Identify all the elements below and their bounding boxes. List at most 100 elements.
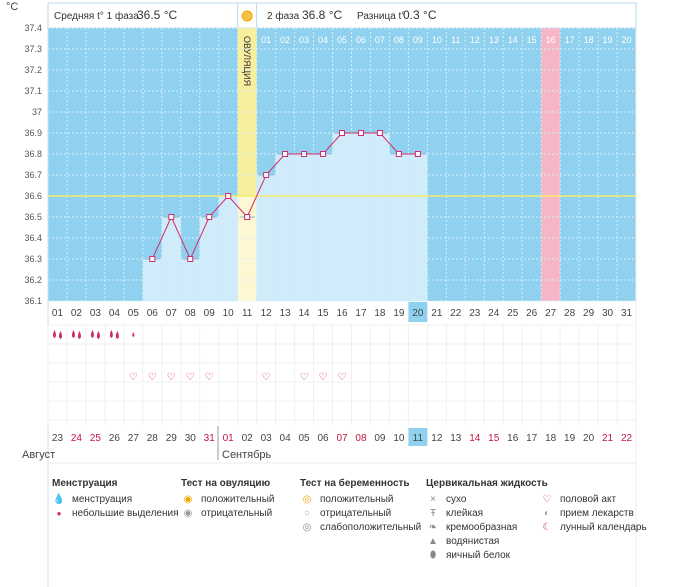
- heart-icon: ♡: [338, 372, 347, 383]
- temperature-point: [263, 172, 270, 178]
- legend-item: яичный белок: [446, 549, 511, 561]
- phase2-day-label: 06: [356, 35, 366, 45]
- temp-bar: [313, 154, 333, 301]
- temperature-point: [206, 214, 213, 220]
- temperature-point: [339, 130, 345, 136]
- sun-icon: [241, 10, 253, 22]
- legend-item: половой акт: [560, 493, 617, 505]
- y-tick-label: 37.4: [24, 23, 42, 33]
- temp-bar: [161, 217, 181, 301]
- calendar-date-label: 22: [621, 433, 633, 444]
- cycle-day-label: 19: [393, 308, 405, 319]
- heart-icon: ♡: [186, 372, 195, 383]
- temp-bar: [351, 133, 371, 301]
- spotting-icon: [132, 332, 135, 337]
- phase2-day-label: 15: [527, 35, 537, 45]
- temp-bar: [370, 133, 390, 301]
- cycle-day-label: 05: [128, 308, 140, 319]
- cycle-day-label: 24: [488, 308, 500, 319]
- calendar-date-label: 31: [204, 433, 216, 444]
- heart-icon: ♡: [319, 372, 328, 383]
- calendar-date-label: 15: [488, 433, 500, 444]
- test-negative-icon: ○: [303, 507, 311, 519]
- heart-icon: ♡: [129, 372, 138, 383]
- cycle-day-label: 17: [355, 308, 367, 319]
- phase1-label: Средняя t° 1 фаза: [54, 10, 139, 22]
- heart-icon: ♡: [205, 372, 214, 383]
- y-tick-label: 36.3: [24, 254, 42, 264]
- calendar-date-label: 23: [52, 433, 64, 444]
- legend-item: кремообразная: [446, 521, 518, 533]
- calendar-date-label: 08: [355, 433, 367, 444]
- calendar-date-label: 05: [299, 433, 311, 444]
- header-box: [47, 2, 637, 29]
- temperature-point: [395, 151, 402, 157]
- cycle-day-label: 22: [450, 308, 462, 319]
- calendar-date-label: 06: [317, 433, 329, 444]
- cycle-day-label: 09: [204, 308, 216, 319]
- ovulation-column-lower: [237, 196, 257, 301]
- legend-item: отрицательный: [201, 507, 273, 519]
- calendar-date-label: 21: [602, 433, 614, 444]
- heart-icon: ♡: [167, 372, 176, 383]
- temp-bar: [142, 259, 162, 301]
- phase2-day-label: 07: [375, 35, 385, 45]
- calendar-date-label: 04: [280, 433, 292, 444]
- calendar-date-label: 13: [450, 433, 462, 444]
- y-tick-label: 36.2: [24, 275, 42, 285]
- y-tick-label: 37.1: [24, 86, 42, 96]
- legend-pregnancy-test: Тест на беременность ◎ положительный ○ отр…: [300, 478, 421, 534]
- legend-item: сухо: [446, 493, 467, 505]
- calendar-date-label: 28: [147, 433, 159, 444]
- temp-bar: [180, 259, 200, 301]
- phase2-day-label: 14: [508, 35, 518, 45]
- cycle-day-label: 01: [52, 308, 64, 319]
- menstruation-icon: [71, 330, 81, 339]
- legend-item: положительный: [320, 493, 394, 505]
- calendar-date-label: 26: [109, 433, 121, 444]
- temperature-point: [225, 193, 232, 199]
- y-tick-label: 36.5: [24, 212, 42, 222]
- unit-label: °C: [6, 1, 18, 13]
- phase2-day-label: 09: [413, 35, 423, 45]
- calendar-date-label: 20: [583, 433, 595, 444]
- cycle-day-label: 03: [90, 308, 102, 319]
- current-date-cell: [408, 428, 428, 446]
- legend-ovulation-test: Тест на овуляцию ◉ положительный ◉ отрицат…: [181, 478, 274, 520]
- phase2-day-label: 04: [318, 35, 328, 45]
- legend-item: менструация: [72, 493, 133, 505]
- cycle-day-label: 25: [507, 308, 519, 319]
- cycle-day-label: 12: [261, 308, 273, 319]
- legend-title: Тест на беременность: [300, 478, 410, 489]
- calendar-date-label: 09: [374, 433, 386, 444]
- menstruation-icon: [52, 330, 62, 339]
- temp-bar: [256, 175, 276, 301]
- menstruation-icon: [90, 330, 100, 339]
- legend-item: небольшие выделения: [72, 507, 179, 519]
- temp-bar: [389, 154, 409, 301]
- cycle-day-label: 21: [431, 308, 443, 319]
- calendar-date-label: 10: [393, 433, 405, 444]
- legend-item: водянистая: [446, 535, 500, 547]
- legend-title: Цервикальная жидкость: [426, 478, 548, 489]
- temp-bar: [408, 154, 428, 301]
- heart-icon: ♡: [542, 493, 552, 505]
- y-tick-label: 36.4: [24, 233, 42, 243]
- phase2-day-label: 16: [546, 35, 556, 45]
- cycle-day-label: 04: [109, 308, 121, 319]
- month-label: Август: [22, 449, 55, 461]
- cycle-day-label: 10: [223, 308, 235, 319]
- cycle-day-label: 20: [412, 308, 424, 319]
- temperature-point: [244, 214, 251, 220]
- cycle-day-label: 08: [185, 308, 197, 319]
- legend-item: слабоположительный: [320, 521, 422, 533]
- creamy-icon: ❧: [428, 521, 438, 533]
- y-tick-label: 37: [32, 107, 42, 117]
- drop-icon: 💧: [52, 493, 66, 505]
- temp-bar: [294, 154, 314, 301]
- phase2-day-label: 18: [584, 35, 594, 45]
- current-day-cell: [408, 302, 428, 322]
- temperature-point: [320, 151, 327, 157]
- small-drop-icon: ●: [56, 508, 62, 518]
